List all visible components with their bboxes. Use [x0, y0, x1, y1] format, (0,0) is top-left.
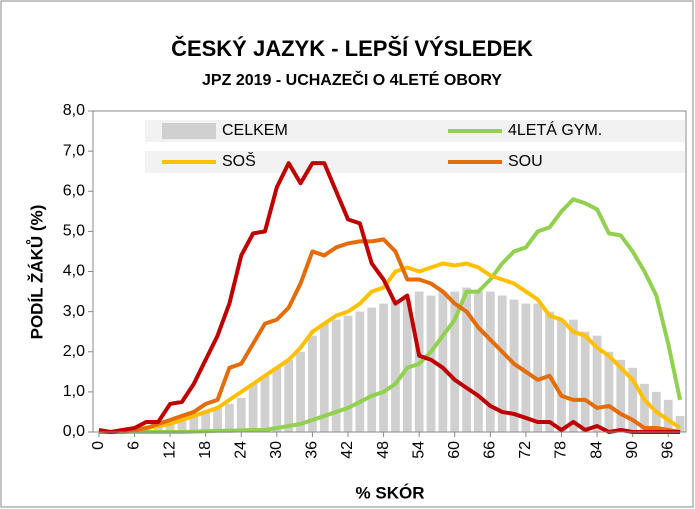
- bar: [308, 335, 317, 432]
- x-tick-label: 96: [659, 441, 676, 459]
- bar: [153, 425, 163, 432]
- legend-row: [145, 120, 685, 142]
- y-tick-label: 6,0: [63, 182, 85, 199]
- x-tick-label: 18: [197, 441, 214, 459]
- line: [98, 237, 681, 434]
- bar: [640, 383, 649, 432]
- bar: [213, 407, 222, 432]
- y-tick-label: 4,0: [63, 263, 85, 280]
- x-tick-label: 54: [410, 441, 427, 459]
- bar: [331, 319, 341, 432]
- bar: [343, 315, 353, 432]
- bar: [367, 307, 377, 432]
- bar: [379, 303, 388, 432]
- y-tick-label: 0,0: [63, 423, 85, 440]
- bar: [319, 323, 329, 432]
- bar: [521, 303, 531, 432]
- chart-title: ČESKÝ JAZYK - LEPŠÍ VÝSLEDEK: [171, 36, 533, 61]
- bar: [497, 295, 507, 432]
- y-tick-label: 2,0: [63, 343, 85, 360]
- x-tick-label: 48: [375, 441, 392, 459]
- y-tick-label: 5,0: [63, 223, 85, 240]
- legend-swatch: [162, 123, 216, 139]
- bar: [248, 383, 258, 432]
- bar: [272, 367, 282, 432]
- y-tick-label: 7,0: [63, 142, 85, 159]
- bar: [236, 397, 246, 432]
- legend-label: SOŠ: [222, 151, 256, 170]
- x-tick-label: 66: [482, 441, 499, 459]
- x-tick-label: 30: [268, 441, 285, 459]
- bar: [533, 303, 543, 432]
- chart-subtitle: JPZ 2019 - UCHAZEČI O 4LETÉ OBORY: [202, 70, 502, 89]
- legend-label: CELKEM: [222, 122, 288, 139]
- x-tick-label: 24: [232, 441, 249, 459]
- bar: [426, 295, 436, 432]
- x-tick-label: 12: [161, 441, 178, 459]
- y-tick-label: 1,0: [63, 383, 85, 400]
- bar: [568, 319, 578, 432]
- line: [98, 161, 681, 434]
- x-tick-label: 6: [126, 441, 143, 450]
- bar: [355, 311, 365, 432]
- bar: [485, 291, 495, 432]
- y-tick-label: 3,0: [63, 303, 85, 320]
- x-tick-label: 90: [624, 441, 641, 459]
- bar: [604, 351, 614, 432]
- plot-frame: [92, 110, 687, 433]
- bar: [225, 403, 234, 432]
- bar: [592, 335, 602, 432]
- bar: [580, 331, 590, 432]
- bar: [545, 311, 554, 432]
- bar: [177, 419, 187, 432]
- bar: [201, 411, 211, 432]
- x-tick-label: 84: [588, 441, 605, 459]
- legend-row: [145, 151, 685, 173]
- bar: [296, 351, 305, 432]
- bar: [663, 399, 673, 432]
- bar: [284, 359, 294, 432]
- bar: [462, 287, 471, 432]
- line: [98, 261, 682, 434]
- bar: [260, 375, 270, 432]
- bar: [391, 299, 400, 432]
- bar: [557, 319, 566, 432]
- y-tick-label: 8,0: [63, 102, 85, 119]
- bar: [450, 291, 460, 432]
- legend-label: SOU: [508, 153, 543, 170]
- x-tick-label: 78: [553, 441, 570, 459]
- bar: [189, 415, 199, 432]
- y-axis-label: PODÍL ŽÁKŮ (%): [26, 205, 46, 340]
- bar: [628, 367, 638, 432]
- bar: [438, 291, 448, 432]
- x-axis-label: % SKÓR: [356, 483, 425, 502]
- legend-label: 4LETÁ GYM.: [508, 120, 602, 139]
- x-tick-label: 72: [517, 441, 534, 459]
- bar: [616, 359, 626, 432]
- x-tick-label: 60: [446, 441, 463, 459]
- x-tick-label: 42: [339, 441, 356, 459]
- x-tick-label: 36: [304, 441, 321, 459]
- bar: [675, 415, 685, 432]
- bar: [165, 423, 175, 432]
- bar: [474, 291, 483, 432]
- x-tick-label: 0: [90, 441, 107, 450]
